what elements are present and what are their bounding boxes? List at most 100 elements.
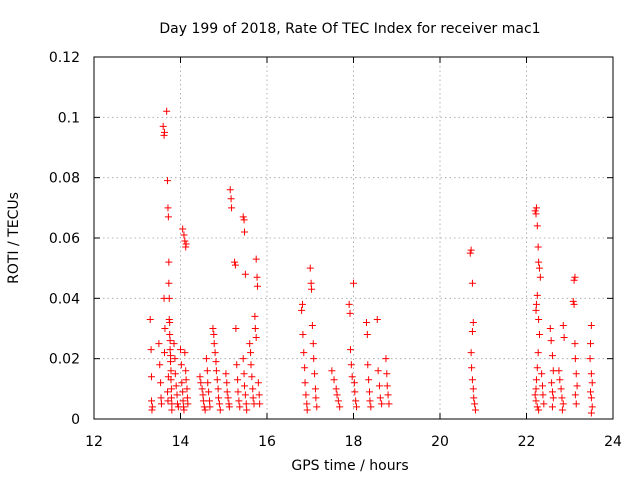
data-point xyxy=(156,361,164,369)
data-point xyxy=(183,394,191,402)
data-point xyxy=(254,379,262,387)
data-point xyxy=(558,406,566,414)
data-point xyxy=(571,391,579,399)
data-point xyxy=(532,300,540,308)
data-point xyxy=(348,373,356,381)
data-point xyxy=(559,321,567,329)
x-axis-label: GPS time / hours xyxy=(291,458,408,474)
data-point xyxy=(532,385,540,393)
data-point xyxy=(547,337,555,345)
data-point xyxy=(587,388,595,396)
data-point xyxy=(233,361,241,369)
data-point xyxy=(166,331,174,339)
x-tick-label: 12 xyxy=(85,434,103,450)
y-tick-label: 0 xyxy=(71,412,80,428)
data-point xyxy=(164,213,172,221)
data-point xyxy=(166,337,174,345)
data-point xyxy=(306,264,314,272)
data-point xyxy=(548,403,556,411)
data-point xyxy=(469,318,477,326)
data-point xyxy=(170,340,178,348)
data-point xyxy=(312,394,320,402)
data-point xyxy=(382,355,390,363)
data-point xyxy=(242,400,250,408)
data-point xyxy=(383,370,391,378)
data-point xyxy=(548,352,556,360)
data-point xyxy=(160,128,168,136)
data-point xyxy=(166,318,174,326)
data-point xyxy=(199,391,207,399)
data-point xyxy=(164,373,172,381)
y-tick-label: 0.06 xyxy=(49,231,80,247)
data-point xyxy=(241,382,249,390)
data-point xyxy=(212,358,220,366)
data-point xyxy=(532,376,540,384)
data-point xyxy=(179,397,187,405)
data-point xyxy=(307,279,315,287)
data-point xyxy=(161,325,169,332)
data-point xyxy=(383,382,391,390)
data-point xyxy=(333,391,341,399)
data-point xyxy=(179,388,187,396)
data-point xyxy=(375,382,383,390)
data-point xyxy=(328,367,336,375)
data-point xyxy=(248,373,256,381)
data-point xyxy=(540,400,548,408)
data-point xyxy=(164,177,172,185)
data-point xyxy=(468,328,476,336)
data-point xyxy=(531,391,539,399)
data-point xyxy=(366,397,374,405)
data-point xyxy=(167,358,175,366)
y-tick-label: 0.12 xyxy=(49,50,80,66)
data-point xyxy=(467,349,475,357)
data-point xyxy=(535,406,543,414)
grid-lines xyxy=(94,57,613,419)
data-point xyxy=(240,370,248,378)
data-point xyxy=(536,273,544,281)
data-point xyxy=(373,315,381,323)
data-point xyxy=(253,273,261,281)
data-point xyxy=(531,207,539,215)
data-point xyxy=(146,315,154,323)
data-point xyxy=(251,312,259,320)
data-point xyxy=(202,355,210,363)
data-point xyxy=(164,388,172,396)
data-point xyxy=(181,237,189,245)
data-point xyxy=(384,391,392,399)
data-point xyxy=(196,373,204,381)
data-point xyxy=(155,340,163,348)
data-point xyxy=(212,367,220,375)
data-point xyxy=(466,249,474,257)
data-point xyxy=(251,325,259,332)
data-point xyxy=(216,406,224,414)
data-point xyxy=(549,394,557,402)
x-tick-label: 22 xyxy=(518,434,536,450)
data-point xyxy=(206,403,214,411)
data-point xyxy=(241,228,249,236)
data-point xyxy=(538,370,546,378)
data-point xyxy=(177,361,185,369)
data-point xyxy=(165,294,173,302)
data-point xyxy=(215,394,223,402)
data-point xyxy=(166,346,174,354)
data-point xyxy=(222,370,230,378)
data-point xyxy=(351,388,359,396)
y-tick-label: 0.08 xyxy=(49,171,80,187)
data-point xyxy=(300,349,308,357)
data-point xyxy=(573,382,581,390)
data-point xyxy=(249,394,257,402)
data-point xyxy=(532,204,540,212)
data-point xyxy=(227,195,235,203)
data-point xyxy=(178,379,186,387)
data-point xyxy=(569,297,577,305)
y-tick-label: 0.02 xyxy=(49,352,80,368)
data-point xyxy=(205,397,213,405)
data-point xyxy=(571,273,579,281)
data-point xyxy=(347,361,355,369)
data-point xyxy=(534,243,542,251)
data-point xyxy=(182,376,190,384)
data-point xyxy=(548,388,556,396)
data-point xyxy=(587,394,595,402)
data-point xyxy=(167,385,175,393)
